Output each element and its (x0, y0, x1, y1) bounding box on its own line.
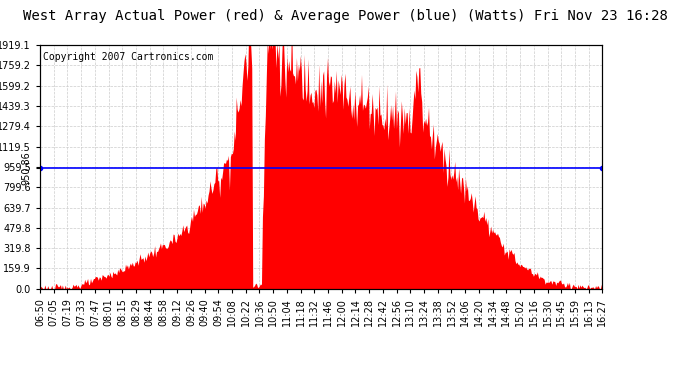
Text: West Array Actual Power (red) & Average Power (blue) (Watts) Fri Nov 23 16:28: West Array Actual Power (red) & Average … (23, 9, 667, 23)
Text: Copyright 2007 Cartronics.com: Copyright 2007 Cartronics.com (43, 53, 213, 62)
